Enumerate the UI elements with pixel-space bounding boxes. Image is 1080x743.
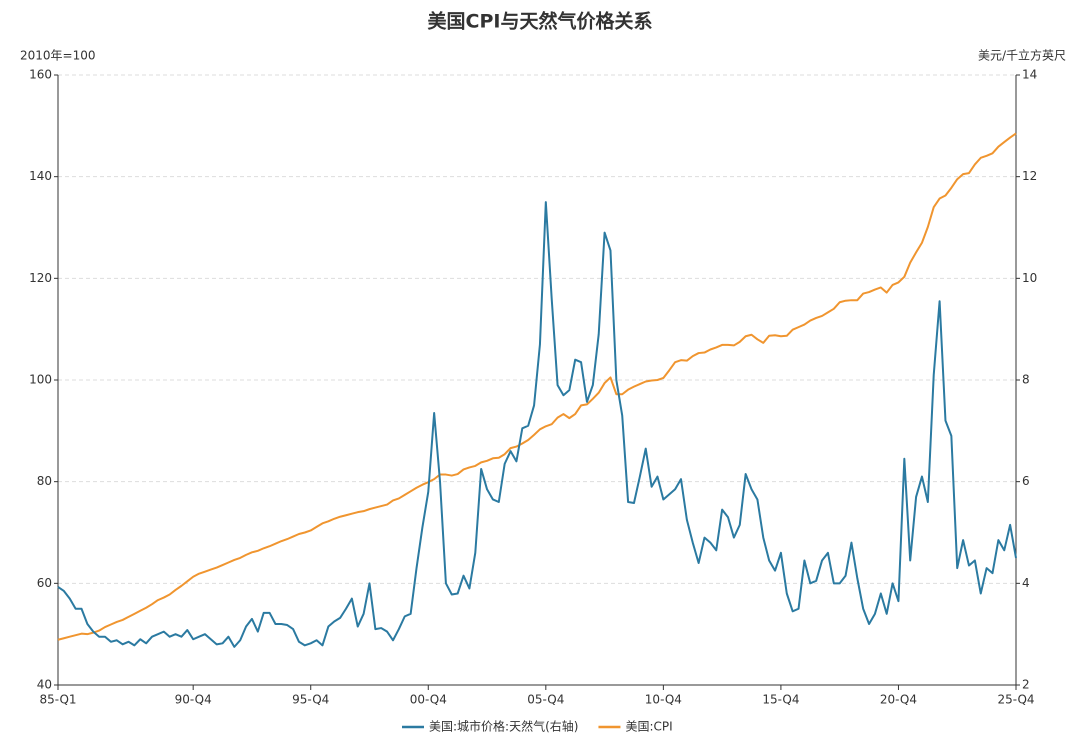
x-tick-label: 15-Q4 <box>762 693 799 707</box>
chart-title: 美国CPI与天然气价格关系 <box>428 10 653 33</box>
y2-tick-label: 14 <box>1022 68 1037 82</box>
y-tick-label: 160 <box>29 68 52 82</box>
series-line <box>57 201 1017 648</box>
y2-tick-label: 10 <box>1022 271 1037 285</box>
x-tick-label: 95-Q4 <box>292 693 329 707</box>
y2-tick-label: 6 <box>1022 474 1030 488</box>
x-tick-label: 85-Q1 <box>39 693 76 707</box>
y-tick-label: 60 <box>37 576 52 590</box>
y2-tick-label: 8 <box>1022 373 1030 387</box>
x-tick-label: 10-Q4 <box>645 693 682 707</box>
x-tick-label: 00-Q4 <box>410 693 447 707</box>
y2-tick-label: 4 <box>1022 576 1030 590</box>
series-line <box>57 132 1017 641</box>
x-tick-label: 20-Q4 <box>880 693 917 707</box>
y2-tick-label: 12 <box>1022 169 1037 183</box>
x-tick-label: 25-Q4 <box>997 693 1034 707</box>
y-tick-label: 40 <box>37 678 52 692</box>
x-tick-label: 90-Q4 <box>175 693 212 707</box>
y-tick-label: 80 <box>37 474 52 488</box>
y-tick-label: 140 <box>29 169 52 183</box>
y2-tick-label: 2 <box>1022 678 1030 692</box>
y-tick-label: 120 <box>29 271 52 285</box>
x-tick-label: 05-Q4 <box>527 693 564 707</box>
legend-label: 美国:城市价格:天然气(右轴) <box>429 719 578 734</box>
y2-axis-label: 美元/千立方英尺 <box>978 48 1066 63</box>
y-axis-label: 2010年=100 <box>20 49 96 63</box>
legend-label: 美国:CPI <box>625 720 672 734</box>
y-tick-label: 100 <box>29 373 52 387</box>
